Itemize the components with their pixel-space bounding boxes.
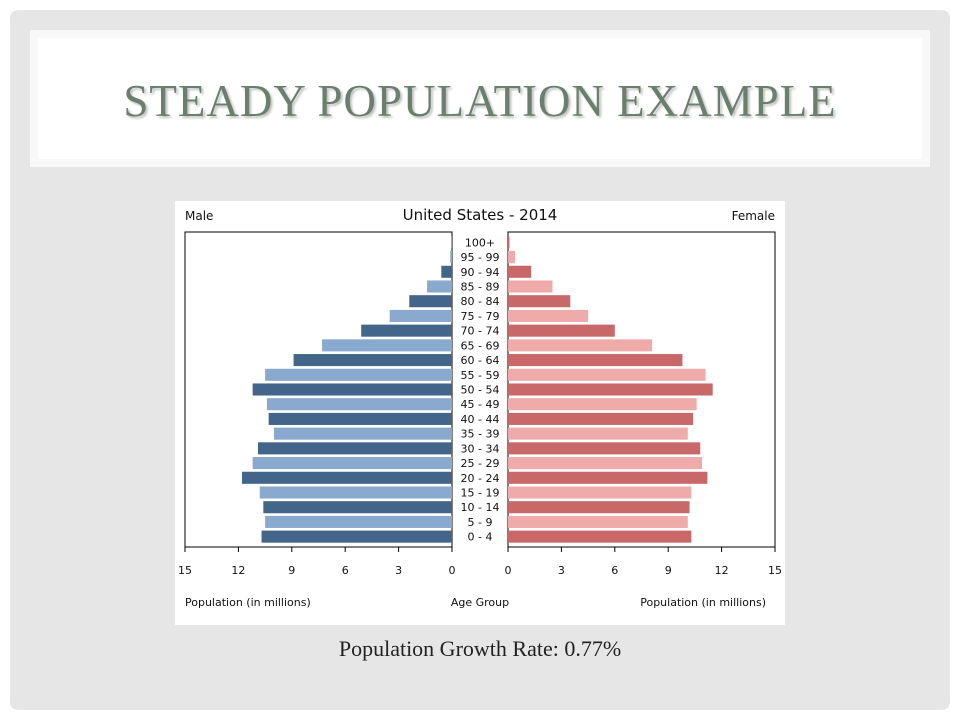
female-bar-20 bbox=[508, 530, 692, 543]
female-bar-19 bbox=[508, 515, 688, 528]
age-group-label: 55 - 59 bbox=[461, 369, 500, 382]
x-axis-label-right: Population (in millions) bbox=[640, 596, 766, 609]
age-group-label: 0 - 4 bbox=[468, 531, 493, 544]
age-group-label: 5 - 9 bbox=[468, 516, 493, 529]
chart-title: United States - 2014 bbox=[403, 206, 558, 224]
male-bar-6 bbox=[361, 324, 452, 337]
title-inner: STEADY POPULATION EXAMPLE bbox=[38, 38, 922, 159]
male-bar-11 bbox=[266, 398, 452, 411]
age-group-label: 15 - 19 bbox=[461, 487, 500, 500]
male-bar-3 bbox=[427, 280, 452, 293]
male-bar-14 bbox=[257, 442, 452, 455]
age-group-label: 20 - 24 bbox=[461, 472, 500, 485]
axis-tick-label: 0 bbox=[449, 564, 456, 577]
male-bar-7 bbox=[322, 339, 452, 352]
age-group-label: 60 - 64 bbox=[461, 354, 500, 367]
age-group-label: 50 - 54 bbox=[461, 384, 500, 397]
male-bar-2 bbox=[441, 265, 452, 278]
chart-svg: Male United States - 2014 Female 100+95 … bbox=[178, 206, 782, 609]
female-bar-2 bbox=[508, 265, 532, 278]
age-group-label: 30 - 34 bbox=[461, 442, 500, 455]
axis-tick-label: 15 bbox=[768, 564, 782, 577]
female-bar-18 bbox=[508, 501, 690, 514]
male-bar-19 bbox=[265, 515, 452, 528]
male-bar-8 bbox=[293, 354, 452, 367]
female-bar-10 bbox=[508, 383, 713, 396]
age-group-label: 85 - 89 bbox=[461, 281, 500, 294]
female-bar-7 bbox=[508, 339, 653, 352]
female-bar-1 bbox=[508, 251, 516, 264]
axis-tick-label: 6 bbox=[611, 564, 618, 577]
male-bar-15 bbox=[252, 457, 452, 470]
title-box: STEADY POPULATION EXAMPLE bbox=[30, 30, 930, 167]
population-pyramid-chart: Male United States - 2014 Female 100+ 95 … bbox=[175, 201, 785, 625]
male-bar-16 bbox=[241, 471, 452, 484]
axis-tick-label: 12 bbox=[715, 564, 729, 577]
axis-tick-label: 3 bbox=[558, 564, 565, 577]
age-group-label: 95 - 99 bbox=[461, 251, 500, 264]
age-group-label: 100+ bbox=[465, 236, 495, 249]
male-bar-10 bbox=[252, 383, 452, 396]
axis-tick-label: 15 bbox=[178, 564, 192, 577]
age-group-label: 90 - 94 bbox=[461, 266, 500, 279]
female-bar-13 bbox=[508, 427, 688, 440]
axis-tick-label: 6 bbox=[342, 564, 349, 577]
female-label: Female bbox=[732, 209, 775, 223]
male-bar-20 bbox=[261, 530, 452, 543]
female-bar-14 bbox=[508, 442, 701, 455]
age-group-label: 45 - 49 bbox=[461, 398, 500, 411]
age-group-label: 40 - 44 bbox=[461, 413, 500, 426]
age-group-label: 25 - 29 bbox=[461, 457, 500, 470]
x-axis-label-center: Age Group bbox=[451, 596, 509, 609]
slide-title: STEADY POPULATION EXAMPLE bbox=[123, 75, 837, 126]
male-bar-17 bbox=[259, 486, 452, 499]
male-bar-13 bbox=[274, 427, 452, 440]
male-bar-4 bbox=[409, 295, 452, 308]
ticks-group: 15 12 9 6 3 0 0 3 6 9 12 15 bbox=[178, 547, 782, 577]
female-bar-12 bbox=[508, 412, 694, 425]
age-group-label: 35 - 39 bbox=[461, 428, 500, 441]
female-bar-9 bbox=[508, 368, 706, 381]
axis-tick-label: 9 bbox=[665, 564, 672, 577]
male-bar-1 bbox=[450, 251, 452, 264]
axis-tick-label: 3 bbox=[395, 564, 402, 577]
age-group-label: 70 - 74 bbox=[461, 325, 500, 338]
female-bar-11 bbox=[508, 398, 697, 411]
axis-tick-label: 0 bbox=[505, 564, 512, 577]
x-axis-label-left: Population (in millions) bbox=[185, 596, 311, 609]
female-bar-5 bbox=[508, 309, 589, 322]
male-bar-9 bbox=[265, 368, 452, 381]
male-bar-5 bbox=[389, 309, 452, 322]
age-group-label: 65 - 69 bbox=[461, 339, 500, 352]
female-bar-0 bbox=[508, 236, 510, 249]
female-bar-17 bbox=[508, 486, 692, 499]
growth-rate-caption: Population Growth Rate: 0.77% bbox=[338, 636, 622, 661]
female-bar-4 bbox=[508, 295, 571, 308]
male-bar-18 bbox=[263, 501, 452, 514]
age-group-label: 75 - 79 bbox=[461, 310, 500, 323]
female-bar-6 bbox=[508, 324, 615, 337]
axis-tick-label: 12 bbox=[231, 564, 245, 577]
female-bar-16 bbox=[508, 471, 708, 484]
male-bar-12 bbox=[268, 412, 452, 425]
male-label: Male bbox=[185, 209, 213, 223]
female-bar-3 bbox=[508, 280, 553, 293]
age-group-label: 80 - 84 bbox=[461, 295, 500, 308]
age-group-label: 10 - 14 bbox=[461, 501, 500, 514]
female-bar-8 bbox=[508, 354, 683, 367]
female-bar-15 bbox=[508, 457, 703, 470]
axis-tick-label: 9 bbox=[288, 564, 295, 577]
